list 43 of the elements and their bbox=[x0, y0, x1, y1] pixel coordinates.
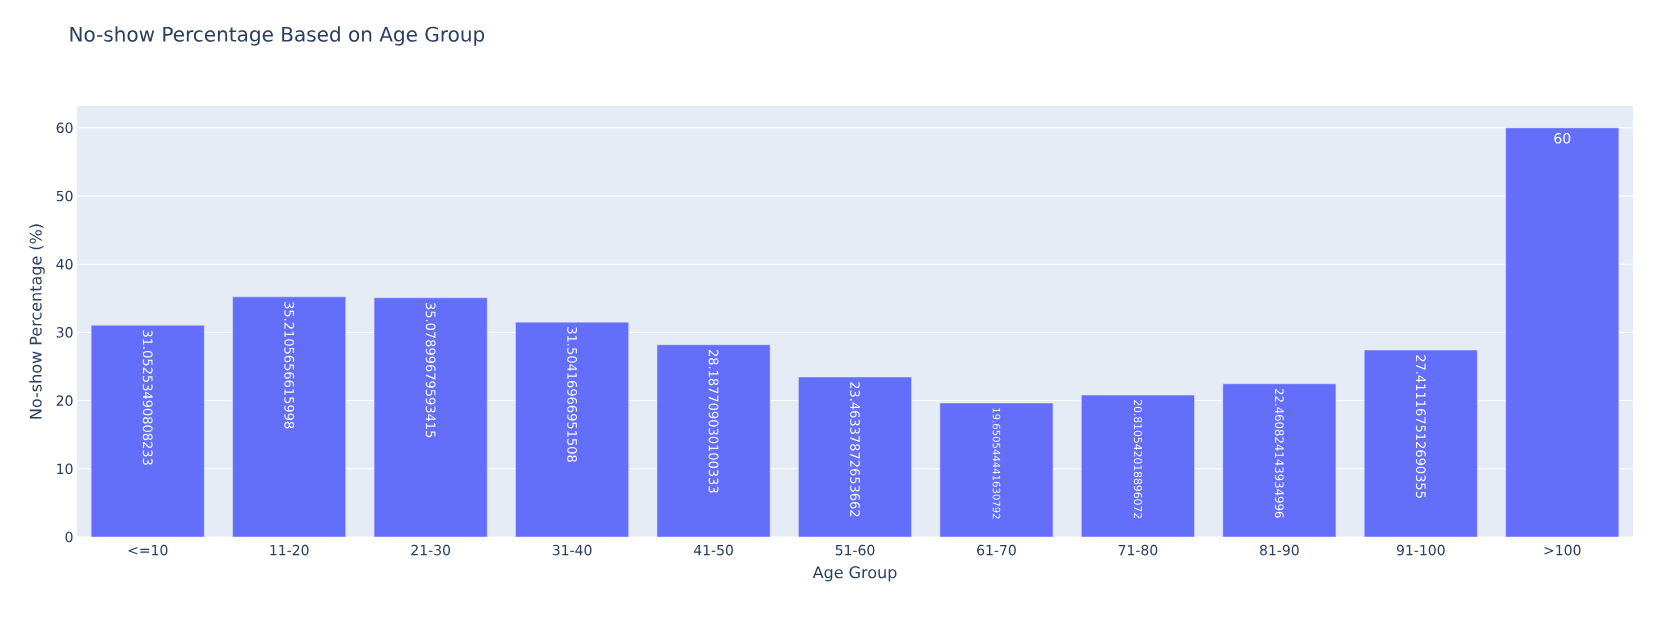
data-label: 31.05253490808233 bbox=[142, 330, 153, 465]
bar bbox=[232, 296, 346, 537]
y-tick-label: 10 bbox=[57, 463, 73, 475]
bar bbox=[1505, 127, 1620, 537]
data-label: 31.50416966951508 bbox=[567, 327, 578, 462]
y-tick-label: 40 bbox=[56, 258, 73, 270]
bar bbox=[939, 402, 1054, 537]
x-tick-label: 71-80 bbox=[1118, 544, 1158, 556]
data-label: 19.650544441630792 bbox=[992, 408, 1001, 519]
x-tick-label: 91-100 bbox=[1396, 544, 1445, 556]
x-tick-label: >100 bbox=[1544, 544, 1581, 556]
data-label: 60 bbox=[1554, 133, 1571, 144]
x-tick-label: 51-60 bbox=[835, 544, 875, 556]
y-tick-label: 0 bbox=[65, 531, 73, 543]
data-label: 23.46337872653662 bbox=[850, 382, 860, 517]
x-axis-title: Age Group bbox=[812, 566, 897, 582]
data-label: 20.810542018896072 bbox=[1133, 400, 1142, 519]
data-label: 35.2105656615998 bbox=[284, 302, 295, 429]
y-tick-label: 50 bbox=[56, 190, 73, 202]
bar bbox=[374, 297, 488, 537]
x-tick-label: <=10 bbox=[128, 544, 168, 556]
x-tick-label: 11-20 bbox=[270, 544, 309, 556]
data-label: 35.07899679593415 bbox=[425, 302, 436, 438]
bar bbox=[1081, 395, 1195, 537]
chart-title: No-show Percentage Based on Age Group bbox=[70, 26, 485, 46]
y-tick-label: 60 bbox=[56, 122, 73, 134]
bar bbox=[656, 344, 771, 537]
data-label: 22.460824143934996 bbox=[1274, 388, 1284, 518]
y-tick-label: 30 bbox=[56, 327, 73, 338]
data-label: 28.187709030100333 bbox=[708, 349, 719, 493]
data-label: 27.411167512690355 bbox=[1415, 355, 1426, 498]
bar bbox=[1364, 350, 1478, 537]
x-tick-label: 61-70 bbox=[977, 544, 1016, 556]
x-tick-label: 81-90 bbox=[1259, 544, 1299, 556]
x-tick-label: 21-30 bbox=[411, 544, 451, 556]
y-tick-label: 20 bbox=[56, 395, 73, 406]
bar bbox=[1222, 383, 1336, 537]
bar bbox=[91, 325, 205, 537]
bar bbox=[515, 322, 629, 537]
bar bbox=[798, 376, 912, 537]
y-axis-title: No-show Percentage (%) bbox=[29, 224, 45, 419]
x-tick-label: 41-50 bbox=[693, 544, 733, 556]
x-tick-label: 31-40 bbox=[552, 544, 592, 556]
